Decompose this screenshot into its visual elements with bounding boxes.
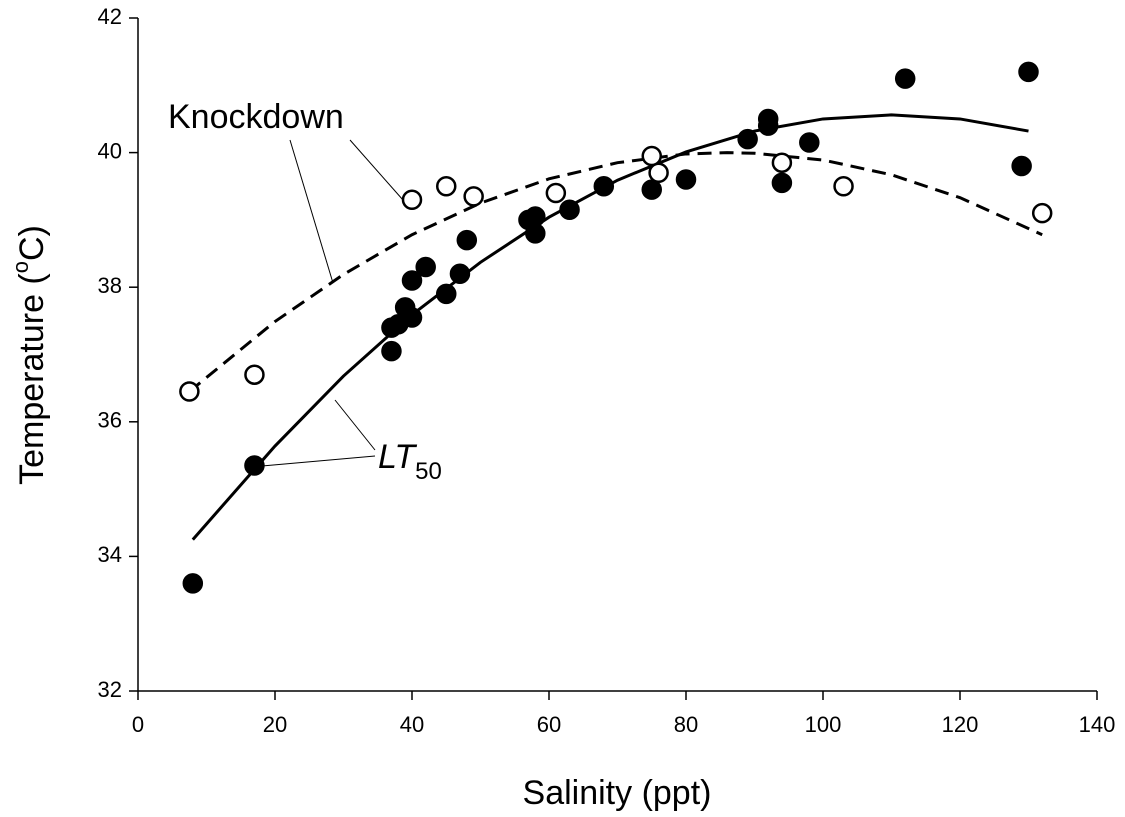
y-tick-label: 38	[98, 273, 122, 298]
annotation-text: LT	[378, 438, 417, 476]
y-tick-label: 32	[98, 677, 122, 702]
y-axis-title-sup: o	[8, 261, 33, 273]
point	[559, 199, 580, 221]
point	[436, 283, 457, 305]
point	[415, 256, 436, 278]
point	[648, 162, 669, 184]
point	[771, 152, 793, 173]
point	[463, 186, 484, 207]
point	[456, 229, 478, 251]
point	[179, 381, 200, 402]
leader-line	[334, 399, 376, 451]
point	[771, 172, 793, 194]
x-tick-label: 0	[132, 712, 144, 737]
x-tick-label: 120	[942, 712, 979, 737]
point	[641, 145, 662, 167]
point	[641, 179, 662, 200]
x-axis-title: Salinity (ppt)	[523, 774, 712, 812]
leader-line	[349, 139, 404, 201]
point	[182, 573, 204, 594]
point	[244, 364, 265, 385]
point	[381, 340, 402, 362]
point	[737, 128, 758, 150]
y-tick-label: 42	[98, 4, 122, 29]
point	[799, 132, 820, 153]
point	[757, 115, 779, 136]
point	[401, 307, 423, 328]
point	[401, 189, 423, 210]
x-tick-label: 80	[674, 712, 698, 737]
y-axis-title-suffix: C)	[13, 225, 51, 261]
leader-line	[261, 455, 376, 467]
point	[545, 182, 567, 204]
y-tick-label: 36	[98, 408, 122, 433]
annotation: LT50	[378, 438, 442, 485]
point	[1031, 202, 1053, 224]
leader-line	[289, 139, 334, 284]
fit-line	[188, 151, 1043, 393]
y-tick-label: 40	[98, 138, 122, 163]
y-tick-label: 34	[98, 542, 122, 567]
point	[525, 206, 546, 227]
point	[1011, 155, 1032, 177]
x-tick-label: 140	[1079, 712, 1116, 737]
point	[244, 455, 265, 476]
point	[449, 263, 471, 284]
annotation-subscript: 50	[415, 458, 442, 485]
point	[1018, 61, 1039, 83]
fit-line	[191, 113, 1029, 541]
y-axis-title-text: Temperature (	[13, 273, 51, 485]
point	[436, 176, 457, 197]
leader-lines	[261, 139, 404, 467]
point	[401, 270, 423, 291]
point	[675, 169, 697, 190]
point	[525, 223, 546, 244]
x-tick-label: 40	[400, 712, 424, 737]
x-tick-label: 100	[805, 712, 842, 737]
x-tick-label: 60	[537, 712, 561, 737]
point	[593, 176, 615, 197]
y-axis-title: Temperature (oC)	[8, 225, 51, 485]
annotation: Knockdown	[168, 98, 344, 136]
point	[833, 176, 854, 197]
point	[894, 68, 916, 89]
x-tick-label: 20	[263, 712, 287, 737]
